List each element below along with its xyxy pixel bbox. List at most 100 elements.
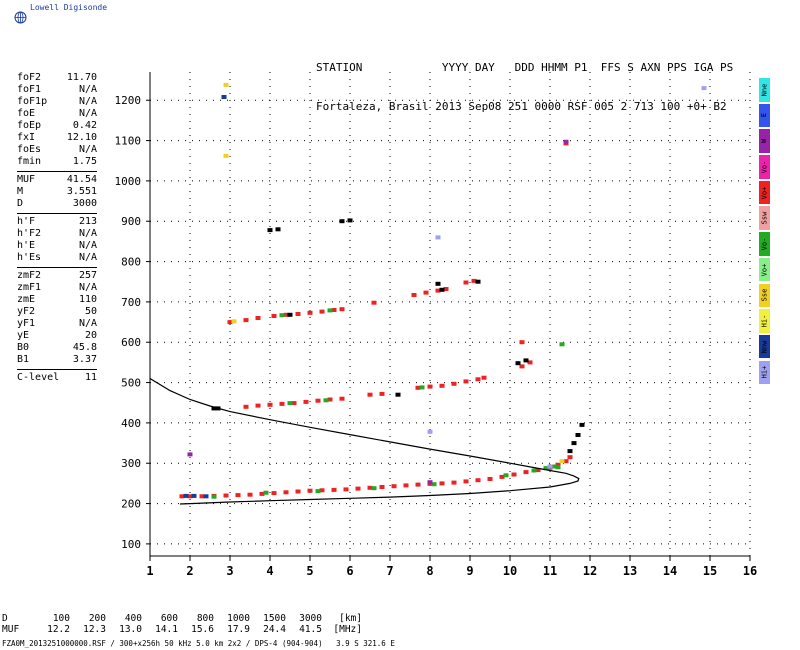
param-row: foF1p N/A <box>17 96 97 108</box>
echo-point <box>327 397 333 402</box>
electron-density-profile <box>149 377 580 505</box>
echo-point <box>415 482 421 487</box>
param-row: foEs N/A <box>17 144 97 156</box>
echo-point <box>211 406 217 411</box>
echo-point <box>435 288 441 293</box>
x-tick-label: 14 <box>663 564 677 578</box>
echo-point <box>555 465 561 470</box>
echo-point <box>255 403 261 408</box>
echo-point <box>423 290 429 295</box>
echo-point <box>475 279 481 284</box>
echo-point <box>259 491 265 496</box>
legend-label: Hi- <box>760 314 769 328</box>
echo-point <box>563 459 569 464</box>
echo-point <box>527 360 533 365</box>
param-value: N/A <box>78 144 97 155</box>
echo-point <box>379 391 385 396</box>
param-row: h'F 213 <box>17 216 97 228</box>
param-name: yF2 <box>17 306 36 317</box>
legend-item: Vo+ <box>759 180 770 205</box>
legend-item: Nne <box>759 78 770 102</box>
muf-cell: 24.4 <box>263 624 286 635</box>
echo-point <box>179 494 185 499</box>
x-tick-label: 4 <box>266 564 273 578</box>
echo-point <box>519 364 525 369</box>
param-row: h'F2 N/A <box>17 228 97 240</box>
echo-point <box>223 153 229 158</box>
echo-point <box>379 485 385 489</box>
param-value: N/A <box>78 318 97 329</box>
param-value: 3.551 <box>66 186 97 197</box>
logo-text: Lowell Digisonde <box>30 3 108 12</box>
param-value: 213 <box>78 216 97 227</box>
param-row: foE N/A <box>17 108 97 120</box>
echo-point <box>543 466 549 471</box>
echo-point <box>551 464 557 469</box>
echo-point <box>535 468 541 473</box>
legend-label: Nne <box>760 83 769 97</box>
y-tick-label: 800 <box>121 256 141 269</box>
echo-point <box>435 235 441 240</box>
echo-point <box>235 493 241 498</box>
echo-points-layer <box>179 82 707 499</box>
legend-item: Hi- <box>759 309 770 333</box>
echo-point <box>523 470 529 475</box>
echo-point <box>403 483 409 488</box>
muf-cell: 13.0 <box>119 624 142 635</box>
echo-point <box>283 490 289 495</box>
echo-point <box>443 287 449 291</box>
param-name: B1 <box>17 354 30 365</box>
legend: Nne E W Vo- Vo+ Ssw Vo- Vo+ Sse Hi- Nnw Hi+ <box>759 78 770 386</box>
echo-point <box>331 308 337 312</box>
param-row: foF2 11.70 <box>17 72 97 84</box>
param-row: MUF 41.54 <box>17 174 97 186</box>
legend-label: W <box>760 139 769 144</box>
y-tick-label: 400 <box>121 417 141 430</box>
globe-icon <box>14 11 27 24</box>
param-row: yF2 50 <box>17 306 97 318</box>
muf-label: MUF <box>2 624 20 635</box>
echo-point <box>191 493 197 498</box>
legend-label: Vo+ <box>760 263 769 276</box>
param-value: 257 <box>78 270 97 281</box>
echo-point <box>275 227 281 232</box>
legend-item: E <box>759 103 770 128</box>
echo-point <box>223 82 229 87</box>
echo-point <box>475 478 481 483</box>
param-value: 41.54 <box>66 174 97 185</box>
param-value: N/A <box>78 84 97 95</box>
echo-point <box>475 377 481 382</box>
logo: Lowell Digisonde <box>6 2 126 24</box>
param-row: yF1 N/A <box>17 318 97 330</box>
muf-cell: 41.5 <box>299 624 322 635</box>
y-tick-label: 1200 <box>115 94 142 107</box>
echo-point <box>199 494 205 499</box>
echo-point <box>463 479 469 484</box>
param-name: h'E <box>17 240 36 251</box>
param-name: zmE <box>17 294 36 305</box>
legend-label: E <box>760 113 769 118</box>
x-tick-label: 1 <box>146 564 153 578</box>
x-tick-label: 6 <box>346 564 353 578</box>
muf-row: MUF 12.2 12.3 13.0 14.1 15.6 17.9 24.4 41.5 [MHz] <box>2 624 362 635</box>
y-tick-label: 900 <box>121 215 141 228</box>
echo-point <box>291 401 297 406</box>
echo-point <box>211 494 217 499</box>
distance-cell: 1000 <box>227 613 250 624</box>
x-tick-label: 12 <box>583 564 597 578</box>
muf-cell: 17.9 <box>227 624 250 635</box>
param-row: C-level 11 <box>17 372 97 384</box>
station-header: STATION YYYY DAY DDD HHMM P1 FFS S AXN P… <box>316 35 733 126</box>
distance-cell: [km] <box>339 613 362 624</box>
file-info: FZA0M_2013251000000.RSF / 300+x256h 50 k… <box>2 639 395 648</box>
param-value: N/A <box>78 252 97 263</box>
param-name: h'F2 <box>17 228 42 239</box>
echo-point <box>295 312 301 316</box>
echo-point <box>503 473 509 478</box>
param-value: 1.75 <box>72 156 97 167</box>
echo-point <box>481 375 487 380</box>
param-name: M <box>17 186 24 197</box>
legend-item: Vo- <box>759 155 770 179</box>
legend-label: Sse <box>760 288 769 302</box>
